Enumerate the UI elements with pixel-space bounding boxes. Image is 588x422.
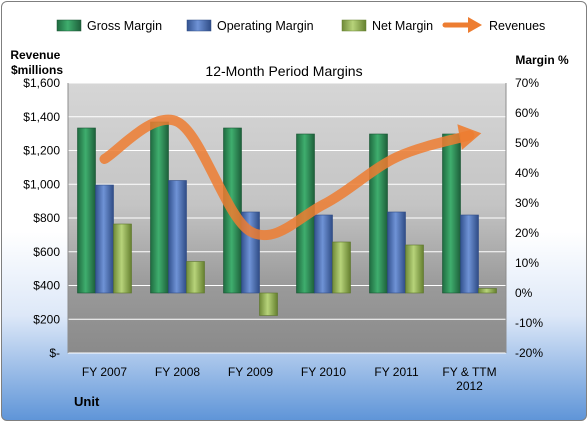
net-margin-bar (478, 288, 497, 294)
chart-title: 12-Month Period Margins (205, 63, 362, 79)
net-margin-bar (186, 261, 205, 294)
right-tick-label: 0% (515, 286, 533, 300)
right-tick-label: 40% (515, 166, 539, 180)
net-margin-bar (113, 223, 132, 294)
left-tick-label: $1,600 (23, 76, 60, 90)
operating-margin-bar (387, 211, 406, 294)
right-tick-label: 20% (515, 226, 539, 240)
legend-swatch-net-margin (341, 19, 367, 32)
legend-swatch-operating-margin (186, 19, 212, 32)
gross-margin-bar (77, 127, 96, 294)
legend-swatch-gross-margin (56, 19, 82, 32)
category-label: FY 2010 (301, 365, 346, 379)
left-tick-label: $1,200 (23, 144, 60, 158)
right-tick-label: -10% (515, 316, 543, 330)
right-axis-ticks: -20% -10% 0% 10% 20% 30% 40% 50% 60% 70% (515, 76, 543, 360)
left-axis-title: Revenue $millions (10, 48, 63, 77)
left-tick-label: $600 (33, 245, 60, 259)
legend: Gross Margin Operating Margin Net Margin… (56, 17, 545, 33)
category-label: FY & TTM 2012 (442, 365, 496, 393)
category-label: FY 2008 (155, 365, 200, 379)
legend-swatch-revenues (442, 17, 482, 33)
right-tick-label: -20% (515, 346, 543, 360)
left-tick-label: $1,000 (23, 177, 60, 191)
legend-label-revenues: Revenues (489, 19, 545, 33)
operating-margin-bar (168, 180, 187, 294)
left-tick-label: $1,400 (23, 110, 60, 124)
left-tick-label: $800 (33, 211, 60, 225)
right-tick-label: 30% (515, 196, 539, 210)
net-margin-bar (259, 292, 278, 316)
category-label: FY 2007 (82, 365, 127, 379)
revenue-line (99, 114, 482, 241)
category-label: FY 2009 (228, 365, 273, 379)
legend-label-net-margin: Net Margin (372, 19, 433, 33)
left-tick-label: $200 (33, 312, 60, 326)
gross-margin-bar (442, 133, 461, 294)
category-label: FY 2011 (374, 365, 419, 379)
gross-margin-bar (150, 121, 169, 294)
right-tick-label: 70% (515, 76, 539, 90)
net-margin-bar (405, 244, 424, 294)
right-tick-label: 50% (515, 136, 539, 150)
operating-margin-bar (460, 214, 479, 294)
right-tick-label: 60% (515, 106, 539, 120)
legend-label-operating-margin: Operating Margin (217, 19, 314, 33)
operating-margin-bar (314, 214, 333, 294)
right-axis-title: Margin % (515, 53, 569, 67)
left-axis-ticks: $- $200 $400 $600 $800 $1,000 $1,200 $1,400 $1,6… (23, 76, 60, 360)
x-axis-title: Unit (74, 394, 100, 409)
left-tick-label: $400 (33, 279, 60, 293)
net-margin-bar (332, 241, 351, 294)
gridlines (67, 82, 507, 354)
operating-margin-bar (95, 184, 114, 294)
revenues-arrowhead (457, 124, 482, 150)
left-tick-label: $- (49, 346, 60, 360)
category-labels: FY 2007 FY 2008 FY 2009 FY 2010 FY 2011 FY & … (82, 365, 497, 393)
gross-margin-bar (369, 133, 388, 294)
legend-label-gross-margin: Gross Margin (87, 19, 162, 33)
right-tick-label: 10% (515, 256, 539, 270)
